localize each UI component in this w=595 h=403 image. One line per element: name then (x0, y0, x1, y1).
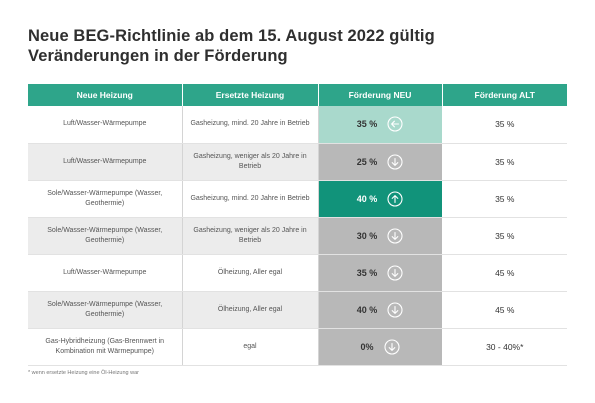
table-row: Sole/Wasser-Wärmepumpe (Wasser, Geotherm… (28, 180, 567, 218)
header-neue-heizung: Neue Heizung (28, 84, 183, 106)
table-row: Sole/Wasser-Wärmepumpe (Wasser, Geotherm… (28, 217, 567, 255)
foerderung-neu-value: 25 % (356, 156, 378, 167)
cell-ersetzte-heizung: Gasheizung, weniger als 20 Jahre in Betr… (182, 143, 319, 181)
foerderung-neu-value: 35 % (356, 119, 378, 130)
foerderung-neu-value: 30 % (356, 230, 378, 241)
footnote: * wenn ersetzte Heizung eine Öl-Heizung … (28, 370, 139, 376)
header-foerderung-neu: Förderung NEU (318, 84, 443, 106)
arrow-down-circle-icon (387, 227, 403, 244)
cell-foerderung-alt: 35 % (442, 106, 567, 144)
table-header-row: Neue Heizung Ersetzte Heizung Förderung … (28, 84, 567, 106)
page-title: Neue BEG-Richtlinie ab dem 15. August 20… (28, 26, 435, 66)
table-row: Gas-Hybridheizung (Gas-Brennwert in Komb… (28, 328, 567, 366)
foerderung-neu-value: 0% (360, 341, 374, 352)
cell-neue-heizung: Luft/Wasser-Wärmepumpe (28, 143, 183, 181)
cell-foerderung-neu: 25 % (318, 143, 443, 181)
foerderung-neu-value: 40 % (356, 193, 378, 204)
table-row: Luft/Wasser-Wärmepumpe Ölheizung, Aller e… (28, 254, 567, 292)
cell-foerderung-neu: 35 % (318, 254, 443, 292)
cell-ersetzte-heizung: Gasheizung, mind. 20 Jahre in Betrieb (182, 106, 319, 144)
cell-foerderung-neu: 0% (318, 328, 443, 366)
header-ersetzte-heizung: Ersetzte Heizung (182, 84, 319, 106)
cell-ersetzte-heizung: Gasheizung, weniger als 20 Jahre in Betr… (182, 217, 319, 255)
cell-foerderung-neu: 40 % (318, 291, 443, 329)
header-foerderung-alt: Förderung ALT (442, 84, 567, 106)
title-line-2: Veränderungen in der Förderung (28, 47, 288, 65)
cell-foerderung-alt: 30 - 40%* (442, 328, 567, 366)
cell-ersetzte-heizung: Ölheizung, Aller egal (182, 254, 319, 292)
table-row: Luft/Wasser-Wärmepumpe Gasheizung, mind. … (28, 106, 567, 144)
cell-neue-heizung: Luft/Wasser-Wärmepumpe (28, 106, 183, 144)
cell-ersetzte-heizung: Ölheizung, Aller egal (182, 291, 319, 329)
table-row: Sole/Wasser-Wärmepumpe (Wasser, Geotherm… (28, 291, 567, 329)
title-line-1: Neue BEG-Richtlinie ab dem 15. August 20… (28, 27, 435, 45)
arrow-up-circle-icon (387, 190, 403, 207)
cell-foerderung-alt: 35 % (442, 180, 567, 218)
cell-foerderung-neu: 40 % (318, 180, 443, 218)
cell-neue-heizung: Luft/Wasser-Wärmepumpe (28, 254, 183, 292)
cell-ersetzte-heizung: egal (182, 328, 319, 366)
cell-neue-heizung: Sole/Wasser-Wärmepumpe (Wasser, Geotherm… (28, 217, 183, 255)
foerderung-neu-content: 0% (360, 338, 400, 355)
foerderung-neu-content: 35 % (357, 116, 404, 132)
cell-foerderung-neu: 30 % (318, 217, 443, 255)
cell-neue-heizung: Gas-Hybridheizung (Gas-Brennwert in Komb… (28, 328, 183, 366)
cell-foerderung-neu: 35 % (318, 106, 443, 144)
cell-ersetzte-heizung: Gasheizung, mind. 20 Jahre in Betrieb (182, 180, 319, 218)
arrow-left-circle-icon (387, 116, 403, 132)
arrow-down-circle-icon (387, 301, 403, 318)
foerderung-neu-content: 40 % (356, 301, 404, 318)
arrow-down-circle-icon (387, 153, 403, 170)
cell-neue-heizung: Sole/Wasser-Wärmepumpe (Wasser, Geotherm… (28, 180, 183, 218)
foerderung-neu-content: 40 % (356, 190, 404, 207)
cell-foerderung-alt: 45 % (442, 254, 567, 292)
cell-foerderung-alt: 35 % (442, 143, 567, 181)
arrow-down-circle-icon (383, 338, 400, 355)
foerderung-neu-value: 40 % (356, 304, 378, 315)
foerderung-table: Neue Heizung Ersetzte Heizung Förderung … (28, 84, 567, 366)
cell-foerderung-alt: 35 % (442, 217, 567, 255)
table-row: Luft/Wasser-Wärmepumpe Gasheizung, wenige… (28, 143, 567, 181)
cell-foerderung-alt: 45 % (442, 291, 567, 329)
foerderung-neu-value: 35 % (356, 267, 378, 278)
foerderung-neu-content: 35 % (356, 264, 404, 281)
foerderung-neu-content: 25 % (356, 153, 404, 170)
cell-neue-heizung: Sole/Wasser-Wärmepumpe (Wasser, Geotherm… (28, 291, 183, 329)
foerderung-neu-content: 30 % (356, 227, 404, 244)
arrow-down-circle-icon (387, 264, 403, 281)
